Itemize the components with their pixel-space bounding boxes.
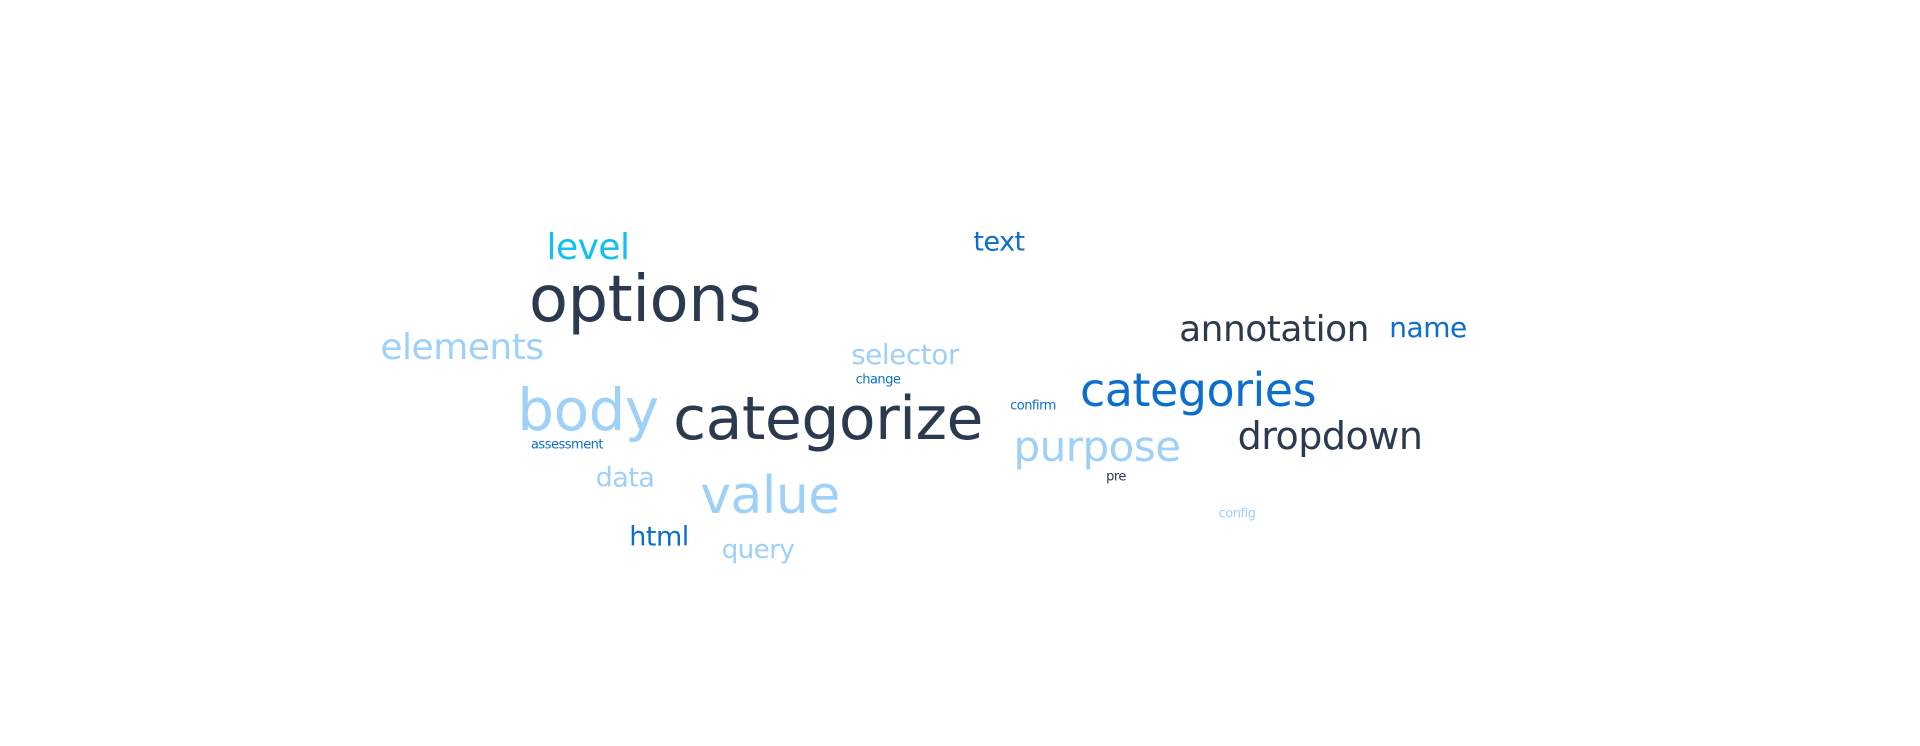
word-html: html (629, 521, 689, 553)
word-value: value (700, 466, 840, 526)
word-query: query (721, 535, 795, 565)
word-level: level (546, 227, 630, 268)
word-config: config (1218, 506, 1256, 522)
word-options: options (528, 263, 762, 337)
word-dropdown: dropdown (1237, 414, 1423, 458)
word-purpose: purpose (1013, 422, 1181, 471)
word-annotation: annotation (1179, 309, 1369, 350)
word-data: data (595, 462, 655, 494)
word-pre: pre (1106, 469, 1126, 485)
word-selector: selector (851, 338, 959, 371)
word-name: name (1389, 311, 1467, 344)
word-elements: elements (380, 327, 544, 368)
word-categories: categories (1079, 363, 1317, 417)
word-categorize: categorize (673, 384, 983, 454)
word-confirm: confirm (1010, 398, 1056, 414)
word-text: text (973, 226, 1025, 258)
word-assessment: assessment (530, 437, 604, 453)
word-change: change (855, 372, 901, 388)
word-body: body (517, 376, 659, 444)
